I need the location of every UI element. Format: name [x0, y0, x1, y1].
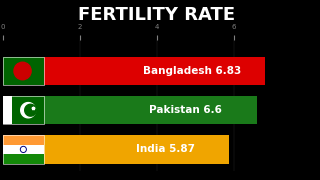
- Bar: [3, 154, 44, 164]
- Title: FERTILITY RATE: FERTILITY RATE: [78, 6, 236, 24]
- Bar: [3, 96, 257, 124]
- Polygon shape: [25, 104, 36, 116]
- Bar: [3, 57, 44, 85]
- Text: Pakistan 6.6: Pakistan 6.6: [149, 105, 222, 115]
- Bar: [12, 96, 44, 124]
- Polygon shape: [21, 103, 36, 118]
- Bar: [3, 96, 44, 124]
- Text: Bangladesh 6.83: Bangladesh 6.83: [143, 66, 241, 76]
- Circle shape: [14, 62, 31, 80]
- Bar: [3, 145, 44, 154]
- Bar: [3, 57, 266, 85]
- Bar: [3, 57, 44, 85]
- Bar: [3, 135, 44, 164]
- Bar: [3, 96, 12, 124]
- Text: India 5.87: India 5.87: [136, 144, 195, 154]
- Bar: [3, 135, 44, 145]
- Bar: [3, 135, 228, 164]
